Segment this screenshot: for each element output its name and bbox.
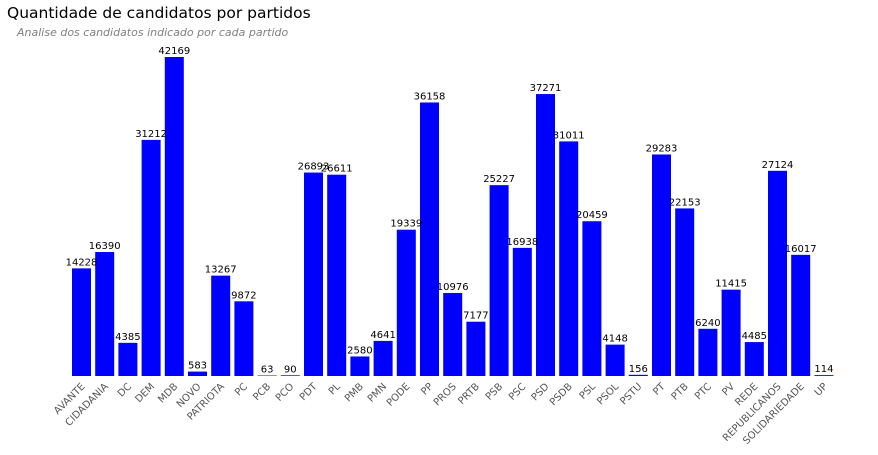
x-tick-label-psdb: PSDB	[548, 381, 575, 408]
bar-value-label-dc: 4385	[115, 332, 140, 343]
bar-value-label-cidadania: 16390	[89, 241, 121, 252]
bar-pros	[443, 292, 463, 376]
bar-pstu	[628, 374, 648, 376]
bar-prtb	[466, 321, 486, 376]
x-tick-label-pt: PT	[651, 381, 668, 398]
bar-value-label-psdb: 31011	[553, 130, 585, 141]
bar-value-label-pode: 19339	[390, 219, 422, 230]
bar-novo	[188, 371, 207, 376]
bar-psc	[512, 247, 532, 376]
chart-title: Quantidade de candidatos por partidos	[7, 4, 311, 22]
bar-value-label-prtb: 7177	[463, 311, 488, 322]
x-tick-label-psc: PSC	[507, 381, 528, 402]
bar-pl	[327, 174, 347, 376]
bar-solidariedade	[791, 254, 811, 376]
x-tick-label-pc: PC	[233, 381, 250, 398]
x-tick-label-pdt: PDT	[298, 381, 320, 403]
bar-ptb	[675, 208, 695, 376]
bar-pt	[652, 154, 671, 376]
bar-dc	[118, 342, 138, 376]
bar-value-label-pv: 11415	[715, 279, 747, 290]
bar-value-label-pt: 29283	[646, 143, 678, 154]
x-tick-label-pros: PROS	[432, 381, 459, 408]
x-tick-label-pl: PL	[327, 381, 343, 397]
bar-psb	[489, 185, 509, 376]
bar-pdt	[304, 172, 323, 376]
bar-value-label-pros: 10976	[437, 282, 469, 293]
bar-value-label-up: 114	[814, 364, 833, 375]
bar-value-label-pmn: 4641	[370, 330, 395, 341]
bar-psd	[536, 94, 555, 377]
bar-value-label-patriota: 13267	[205, 265, 237, 276]
bars-group	[72, 57, 834, 377]
bar-pv	[721, 289, 741, 376]
bar-value-label-psl: 20459	[576, 210, 608, 221]
x-tick-label-prtb: PRTB	[456, 381, 482, 407]
bar-pco	[280, 375, 300, 376]
bar-rede	[744, 342, 764, 376]
bar-republicanos	[768, 170, 787, 376]
bar-psol	[605, 344, 625, 376]
bar-value-label-dem: 31212	[135, 129, 167, 140]
bar-pode	[396, 229, 416, 376]
x-tick-label-pmb: PMB	[343, 381, 366, 404]
bar-up	[814, 375, 834, 376]
bar-ptc	[698, 328, 718, 376]
x-tick-label-pco: PCO	[274, 381, 297, 404]
bar-value-label-pcb: 63	[261, 365, 274, 376]
x-tick-label-pv: PV	[720, 381, 737, 398]
bar-value-label-pc: 9872	[231, 290, 256, 301]
bar-value-label-pl: 26611	[321, 164, 353, 175]
x-tick-label-psol: PSOL	[595, 381, 621, 407]
x-tick-label-up: UP	[813, 381, 830, 398]
bar-value-label-pp: 36158	[414, 91, 446, 102]
x-tick-label-dc: DC	[116, 381, 134, 399]
x-tick-label-pstu: PSTU	[618, 381, 644, 407]
bar-value-label-psol: 4148	[602, 334, 627, 345]
bar-value-label-pmb: 2580	[347, 345, 372, 356]
x-tick-label-ptc: PTC	[693, 381, 714, 402]
bar-psl	[582, 221, 602, 376]
bar-value-label-pco: 90	[284, 364, 297, 375]
bar-pp	[420, 102, 439, 376]
x-tick-label-pcb: PCB	[251, 381, 273, 403]
bar-value-label-pstu: 156	[629, 364, 648, 375]
bar-value-label-psb: 25227	[483, 174, 515, 185]
chart-subtitle: Analise dos candidatos indicado por cada…	[17, 26, 289, 39]
x-tick-label-pp: PP	[419, 381, 435, 397]
bar-pmb	[350, 356, 370, 376]
bar-value-label-psd: 37271	[530, 83, 562, 94]
bar-value-label-psc: 16938	[506, 237, 538, 248]
x-tick-label-pode: PODE	[385, 381, 413, 409]
bar-patriota	[211, 275, 231, 376]
x-tick-label-dem: DEM	[133, 381, 157, 405]
bar-cidadania	[95, 252, 115, 376]
bar-value-label-novo: 583	[188, 361, 207, 372]
x-tick-label-psb: PSB	[484, 381, 505, 402]
bar-value-label-mdb: 42169	[158, 46, 190, 57]
bar-value-label-ptb: 22153	[669, 197, 701, 208]
bar-dem	[141, 139, 161, 376]
x-tick-label-ptb: PTB	[670, 381, 691, 402]
bar-pmn	[373, 340, 393, 376]
bar-psdb	[559, 141, 579, 376]
bar-value-label-ptc: 6240	[695, 318, 720, 329]
bar-avante	[72, 268, 91, 376]
bar-value-label-rede: 4485	[742, 331, 767, 342]
bar-mdb	[164, 57, 184, 376]
bar-value-label-pdt: 26893	[298, 162, 330, 173]
bar-labels-group: 14228 16390 4385 31212 42169 583 13267 9872 63 90…	[66, 46, 834, 376]
bar-value-label-solidariedade: 16017	[785, 244, 817, 255]
bar-value-label-avante: 14228	[66, 257, 98, 268]
bar-value-label-republicanos: 27124	[762, 160, 794, 171]
bar-pc	[234, 301, 254, 376]
